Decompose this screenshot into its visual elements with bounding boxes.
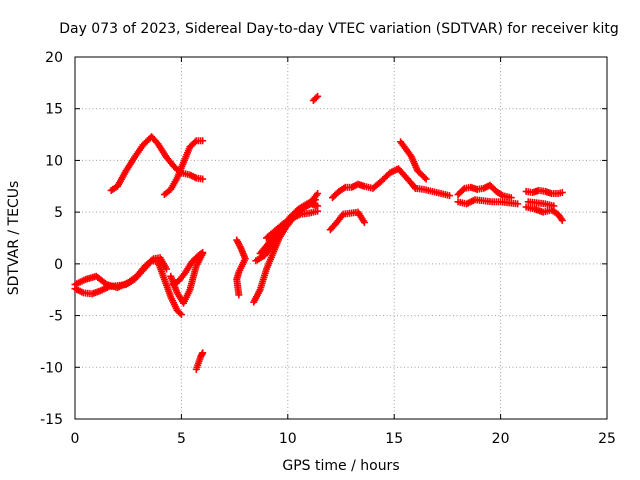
data-point (199, 349, 207, 357)
y-tick-label: 0 (54, 257, 63, 273)
series-arc-f (160, 137, 207, 199)
data-point (199, 137, 207, 145)
grid (75, 57, 607, 419)
data-point (550, 202, 558, 210)
data-point (199, 248, 207, 256)
axis-ticks: 0 5 10 15 20 25 -15 -10 -5 0 5 10 15 20 (40, 50, 616, 447)
y-axis-label: SDTVAR / TECUs (6, 181, 22, 296)
data-point (360, 218, 368, 226)
series-arc-o (326, 208, 368, 234)
data-point (163, 265, 171, 273)
data-point (199, 175, 207, 183)
y-tick-label: -5 (49, 309, 63, 325)
series-arc-m (309, 92, 322, 104)
data-point (177, 311, 185, 319)
data-point (558, 188, 566, 196)
series-arc-q (411, 184, 454, 200)
data-point (235, 291, 243, 299)
data-point (197, 250, 205, 258)
data-point (446, 192, 454, 200)
data-point (422, 175, 430, 183)
data-point (176, 309, 184, 317)
series-arc-u (522, 203, 566, 224)
x-tick-label: 0 (71, 431, 80, 447)
series-arc-s (454, 196, 522, 208)
data-point (314, 92, 322, 100)
x-tick-label: 20 (492, 431, 510, 447)
x-tick-label: 5 (177, 431, 186, 447)
y-tick-label: 10 (45, 153, 63, 169)
y-tick-label: -15 (40, 412, 63, 428)
chart-title: Day 073 of 2023, Sidereal Day-to-day VTE… (59, 21, 619, 37)
y-tick-label: 15 (45, 102, 63, 118)
y-tick-label: 20 (45, 50, 63, 66)
series-arc-l (263, 207, 322, 242)
data-point (148, 256, 156, 264)
data-point (421, 174, 429, 182)
series-arc-p (397, 138, 430, 183)
series-arc-d (169, 248, 207, 289)
data-points (71, 92, 566, 373)
data-point (314, 207, 322, 215)
y-tick-label: -10 (40, 360, 63, 376)
y-tick-label: 5 (54, 205, 63, 221)
x-axis-label: GPS time / hours (282, 458, 399, 474)
series-arc-r (454, 181, 515, 202)
plot-frame (74, 56, 608, 420)
series-arc-t (522, 186, 566, 198)
x-tick-label: 10 (279, 431, 297, 447)
series-arc-k (256, 200, 322, 258)
data-point (558, 216, 566, 224)
x-tick-label: 15 (385, 431, 403, 447)
data-point (514, 200, 522, 208)
series-arc-g (192, 349, 207, 373)
series-arc-b (71, 254, 171, 292)
series-arc-e (107, 133, 207, 194)
data-point (312, 94, 320, 102)
series-arc-v (524, 198, 558, 210)
data-point (314, 190, 322, 198)
series-arc-h (233, 236, 249, 299)
series-arc-n (328, 165, 419, 202)
data-point (191, 138, 199, 146)
x-tick-label: 25 (598, 431, 616, 447)
